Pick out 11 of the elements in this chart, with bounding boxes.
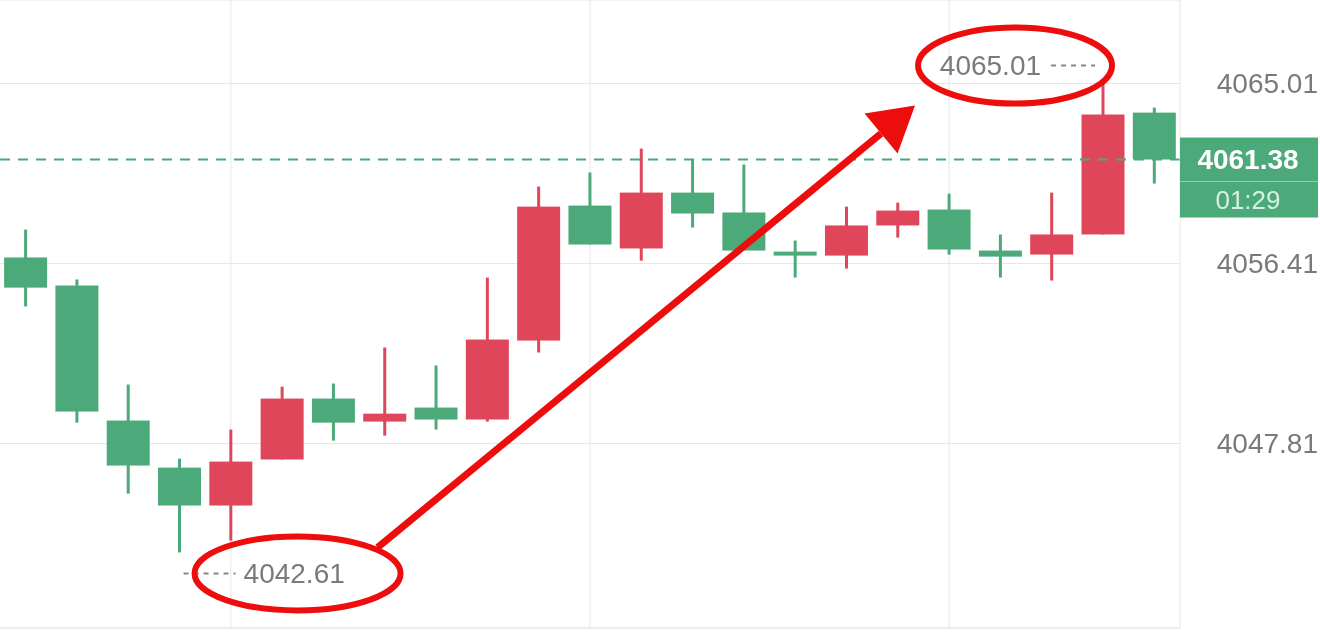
candlestick — [414, 365, 458, 430]
y-tick-label: 4056.41 — [1216, 248, 1318, 280]
annotation: 4042.61 — [243, 557, 345, 589]
y-tick-label: 4047.81 — [1216, 428, 1318, 460]
candlestick — [773, 240, 817, 278]
candlestick — [363, 347, 407, 436]
candlestick — [978, 234, 1022, 278]
annotation: 4065.01 — [939, 50, 1042, 82]
text: 01:29 — [1215, 184, 1281, 215]
y-tick-label: 4065.01 — [1216, 68, 1318, 100]
ref-line-label: 4061.38 — [1197, 144, 1299, 176]
